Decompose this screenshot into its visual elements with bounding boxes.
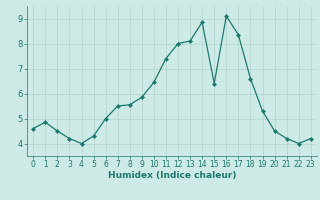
- X-axis label: Humidex (Indice chaleur): Humidex (Indice chaleur): [108, 171, 236, 180]
